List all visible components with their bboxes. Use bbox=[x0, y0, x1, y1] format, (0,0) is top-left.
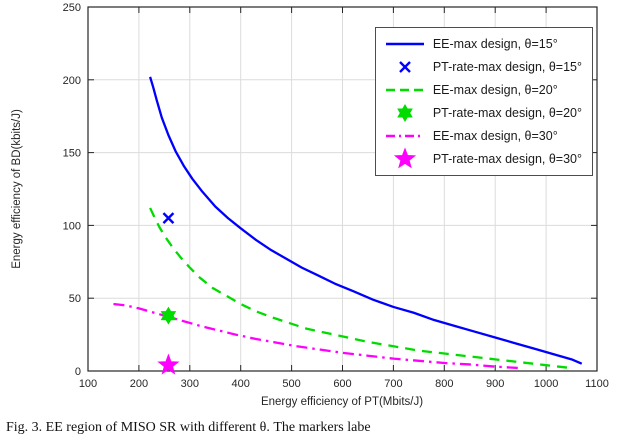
legend-label: EE-max design, θ=30° bbox=[432, 129, 558, 143]
x-tick-label: 400 bbox=[232, 378, 250, 390]
series-lines bbox=[113, 76, 583, 370]
x-tick-label: 900 bbox=[486, 378, 504, 390]
legend-label: PT-rate-max design, θ=15° bbox=[432, 60, 582, 74]
x-axis-label: Energy efficiency of PT(Mbits/J) bbox=[261, 396, 423, 408]
x-tick-label: 1100 bbox=[585, 378, 609, 390]
hexagram-marker-icon bbox=[160, 306, 177, 325]
y-tick-label: 50 bbox=[69, 293, 81, 305]
x-tick-label: 100 bbox=[79, 378, 97, 390]
legend-item: EE-max design, θ=15° bbox=[384, 33, 582, 55]
x-marker-icon bbox=[162, 212, 175, 224]
series-line-0 bbox=[148, 76, 583, 365]
legend-item: PT-rate-max design, θ=20° bbox=[384, 102, 582, 124]
series-line-2 bbox=[149, 207, 572, 370]
legend-item: PT-rate-max design, θ=15° bbox=[384, 56, 582, 78]
y-tick-label: 250 bbox=[63, 2, 81, 14]
legend-sample-pentagram-icon bbox=[393, 147, 416, 169]
figure-caption: Fig. 3. EE region of MISO SR with differ… bbox=[6, 420, 371, 435]
x-tick-label: 800 bbox=[435, 378, 453, 390]
x-tick-label: 500 bbox=[282, 378, 300, 390]
x-tick-label: 200 bbox=[130, 378, 148, 390]
x-marker-icon bbox=[398, 61, 411, 73]
series-markers bbox=[157, 212, 180, 375]
y-axis-label: Energy efficiency of BD(kbits/J) bbox=[11, 109, 23, 269]
y-tick-label: 200 bbox=[63, 75, 81, 87]
legend-label: PT-rate-max design, θ=30° bbox=[432, 152, 582, 166]
y-tick-label: 150 bbox=[63, 148, 81, 160]
tick-marks bbox=[87, 6, 598, 372]
legend-sample-dashdot-line bbox=[385, 134, 424, 138]
x-tick-label: 600 bbox=[333, 378, 351, 390]
legend-sample-line bbox=[385, 42, 424, 46]
legend-sample-dashed-line bbox=[385, 88, 424, 92]
legend-label: EE-max design, θ=15° bbox=[432, 37, 558, 51]
pentagram-marker-icon bbox=[393, 147, 416, 169]
x-tick-label: 1000 bbox=[534, 378, 558, 390]
x-tick-label: 300 bbox=[181, 378, 199, 390]
chart-canvas: 100 200 300 400 500 600 700 800 900 1000 1100 0 50 10… bbox=[11, 2, 609, 408]
pentagram-marker-icon bbox=[157, 353, 180, 375]
legend-label: PT-rate-max design, θ=20° bbox=[432, 106, 582, 120]
legend-sample-x-marker-icon bbox=[398, 61, 411, 73]
hexagram-marker-icon bbox=[397, 104, 413, 122]
x-tick-label: 700 bbox=[384, 378, 402, 390]
legend-sample-hexagram-icon bbox=[397, 104, 413, 122]
series-line-4 bbox=[113, 302, 521, 370]
y-tick-label: 100 bbox=[63, 220, 81, 232]
legend-label: EE-max design, θ=20° bbox=[432, 83, 558, 97]
legend-item: EE-max design, θ=20° bbox=[384, 79, 582, 101]
legend-item: PT-rate-max design, θ=30° bbox=[384, 147, 582, 170]
tick-labels: 100 200 300 400 500 600 700 800 900 1000 1100 0 50 10… bbox=[63, 2, 609, 390]
legend-item: EE-max design, θ=30° bbox=[384, 125, 582, 147]
y-tick-label: 0 bbox=[75, 366, 81, 378]
legend: EE-max design, θ=15° PT-rate-max design,… bbox=[374, 27, 593, 176]
